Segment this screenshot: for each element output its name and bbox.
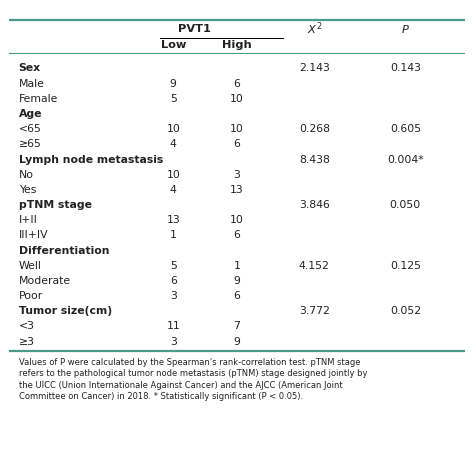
Text: 1: 1 [234,260,240,271]
Text: No: No [18,170,34,180]
Text: I+II: I+II [18,215,37,225]
Text: 10: 10 [166,124,180,134]
Text: Yes: Yes [18,185,36,195]
Text: pTNM stage: pTNM stage [18,200,91,210]
Text: High: High [222,40,252,50]
Text: Sex: Sex [18,64,41,74]
Text: Female: Female [18,94,58,104]
Text: Well: Well [18,260,41,271]
Text: 4.152: 4.152 [299,260,330,271]
Text: 9: 9 [170,79,177,89]
Text: 5: 5 [170,94,177,104]
Text: ≥65: ≥65 [18,139,41,149]
Text: 10: 10 [166,170,180,180]
Text: 6: 6 [234,139,240,149]
Text: 10: 10 [230,124,244,134]
Text: Poor: Poor [18,291,43,301]
Text: 2.143: 2.143 [299,64,330,74]
Text: 6: 6 [234,291,240,301]
Text: ≥3: ≥3 [18,336,35,346]
Text: Tumor size(cm): Tumor size(cm) [18,306,112,316]
Text: 10: 10 [230,94,244,104]
Text: 13: 13 [166,215,180,225]
Text: Values of P were calculated by the Spearman’s rank-correlation test. pTNM stage
: Values of P were calculated by the Spear… [18,358,367,401]
Text: <65: <65 [18,124,41,134]
Text: 8.438: 8.438 [299,154,330,165]
Text: 10: 10 [230,215,244,225]
Text: 3: 3 [170,291,177,301]
Text: 13: 13 [230,185,244,195]
Text: Low: Low [161,40,186,50]
Text: Lymph node metastasis: Lymph node metastasis [18,154,163,165]
Text: Moderate: Moderate [18,276,71,286]
Text: $X^2$: $X^2$ [307,21,322,37]
Text: 6: 6 [234,230,240,240]
Text: PVT1: PVT1 [178,24,211,34]
Text: 3: 3 [170,336,177,346]
Text: Age: Age [18,109,42,119]
Text: 9: 9 [234,276,240,286]
Text: Differentiation: Differentiation [18,245,109,255]
Text: Male: Male [18,79,45,89]
Text: 3.846: 3.846 [299,200,330,210]
Text: 11: 11 [166,321,180,331]
Text: 3: 3 [234,170,240,180]
Text: $P$: $P$ [401,23,410,35]
Text: 7: 7 [234,321,240,331]
Text: 0.004*: 0.004* [387,154,424,165]
Text: 0.605: 0.605 [390,124,421,134]
Text: 0.268: 0.268 [299,124,330,134]
Text: 9: 9 [234,336,240,346]
Text: III+IV: III+IV [18,230,48,240]
Text: 6: 6 [234,79,240,89]
Text: 0.052: 0.052 [390,306,421,316]
Text: 0.050: 0.050 [390,200,421,210]
Text: 0.125: 0.125 [390,260,421,271]
Text: 5: 5 [170,260,177,271]
Text: 1: 1 [170,230,177,240]
Text: 3.772: 3.772 [299,306,330,316]
Text: 4: 4 [170,185,177,195]
Text: 4: 4 [170,139,177,149]
Text: 6: 6 [170,276,177,286]
Text: 0.143: 0.143 [390,64,421,74]
Text: <3: <3 [18,321,35,331]
